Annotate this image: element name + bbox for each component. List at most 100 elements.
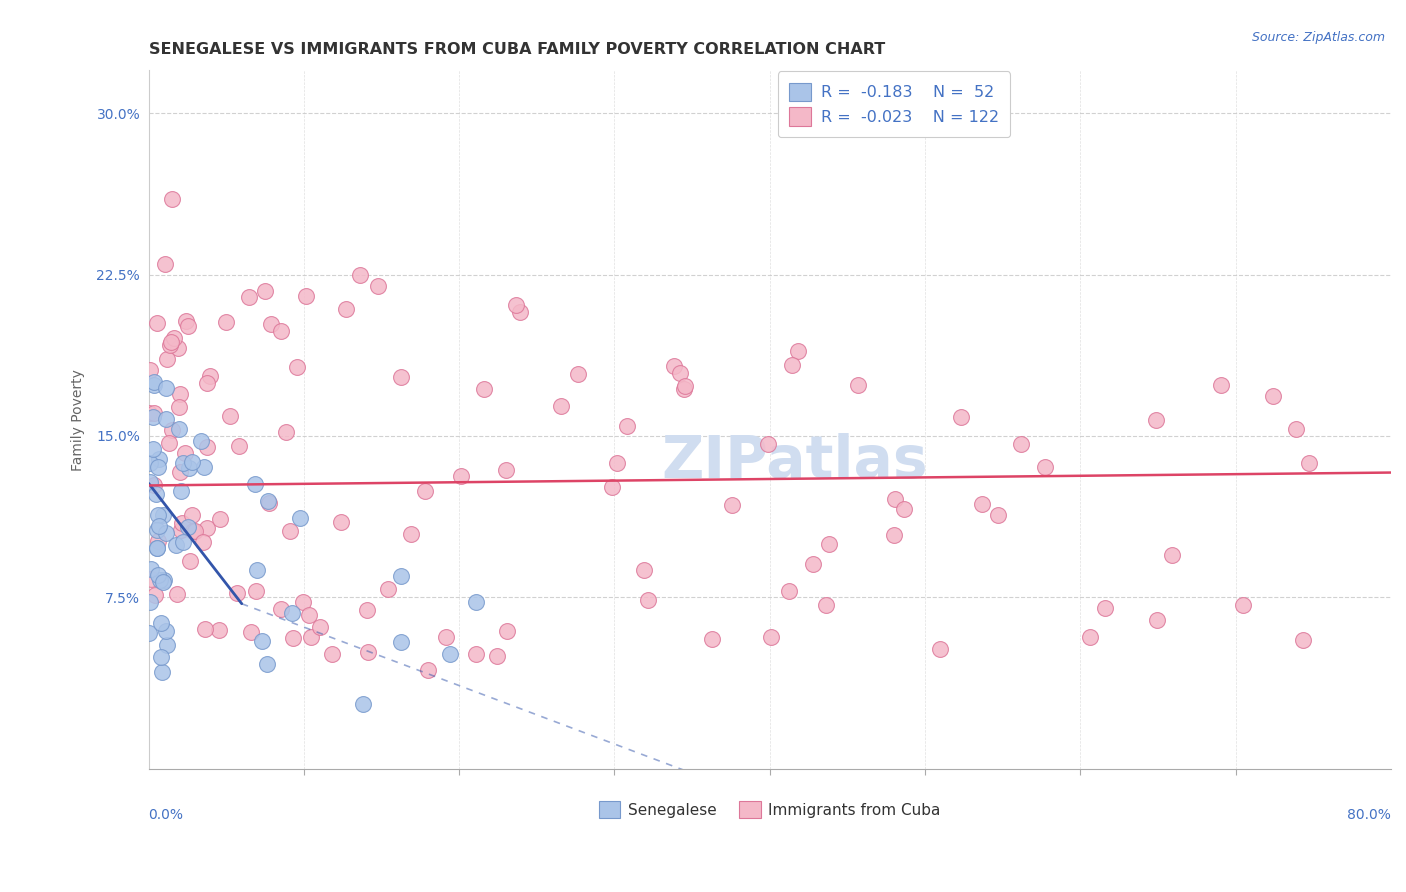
Point (209, 512, 232, 526)
Point (153, 257, 176, 271)
Y-axis label: Family Poverty: Family Poverty (72, 369, 86, 471)
Point (814, 598, 837, 612)
Point (1146, 613, 1168, 627)
Point (184, 524, 207, 538)
Point (139, 363, 162, 377)
Point (146, 508, 169, 522)
Point (167, 342, 190, 356)
Point (883, 528, 905, 542)
Point (245, 583, 267, 598)
Point (801, 557, 824, 571)
Point (567, 367, 589, 381)
Point (367, 278, 389, 293)
Point (156, 638, 179, 652)
Point (215, 315, 238, 329)
Point (146, 533, 169, 548)
Point (633, 563, 655, 577)
Point (148, 567, 170, 582)
Point (170, 484, 193, 499)
Point (150, 649, 173, 664)
Point (181, 524, 204, 539)
Point (139, 562, 162, 576)
Point (142, 377, 165, 392)
Point (509, 305, 531, 319)
Point (257, 496, 280, 510)
Point (893, 501, 915, 516)
Point (1285, 422, 1308, 436)
Point (292, 595, 315, 609)
Point (152, 573, 174, 587)
Point (1232, 598, 1254, 612)
Point (195, 440, 218, 454)
Point (172, 535, 194, 549)
Point (1078, 630, 1101, 644)
Point (194, 622, 217, 636)
Point (146, 459, 169, 474)
Point (152, 508, 174, 522)
Point (228, 439, 250, 453)
Point (389, 635, 412, 649)
Point (1094, 600, 1116, 615)
Point (167, 400, 190, 414)
Point (288, 511, 311, 525)
Point (195, 376, 218, 391)
Point (149, 573, 172, 587)
Point (987, 508, 1010, 522)
Point (672, 382, 695, 396)
Point (929, 641, 952, 656)
Point (464, 595, 486, 609)
Point (157, 435, 180, 450)
Text: 0.0%: 0.0% (149, 808, 184, 822)
Point (138, 626, 160, 640)
Point (180, 508, 202, 523)
Point (846, 378, 869, 392)
Point (170, 523, 193, 537)
Point (1010, 437, 1032, 451)
Point (673, 379, 696, 393)
Point (155, 526, 177, 541)
Point (352, 697, 374, 711)
Point (434, 630, 457, 644)
Point (177, 460, 200, 475)
Point (756, 437, 779, 451)
Point (177, 319, 200, 334)
Point (606, 456, 628, 470)
Point (817, 537, 839, 551)
Point (357, 645, 380, 659)
Point (145, 541, 167, 555)
Point (195, 521, 218, 535)
Point (155, 352, 177, 367)
Point (669, 366, 692, 380)
Point (141, 410, 163, 425)
Point (139, 475, 162, 489)
Legend: Senegalese, Immigrants from Cuba: Senegalese, Immigrants from Cuba (592, 795, 946, 824)
Point (295, 289, 318, 303)
Point (972, 498, 994, 512)
Point (550, 399, 572, 413)
Point (780, 359, 803, 373)
Point (1292, 633, 1315, 648)
Point (309, 619, 332, 633)
Point (143, 588, 166, 602)
Point (389, 370, 412, 384)
Point (155, 624, 177, 639)
Point (356, 603, 378, 617)
Text: 80.0%: 80.0% (1347, 808, 1391, 822)
Point (200, 368, 222, 383)
Point (139, 573, 162, 587)
Point (150, 615, 173, 630)
Point (335, 302, 357, 317)
Point (1261, 388, 1284, 402)
Point (160, 334, 183, 349)
Point (167, 422, 190, 436)
Point (181, 455, 204, 469)
Point (256, 494, 278, 508)
Point (163, 331, 186, 345)
Point (472, 383, 495, 397)
Point (139, 595, 162, 609)
Point (174, 446, 197, 460)
Point (1144, 413, 1167, 427)
Point (191, 535, 214, 549)
Point (226, 585, 249, 599)
Point (349, 268, 371, 282)
